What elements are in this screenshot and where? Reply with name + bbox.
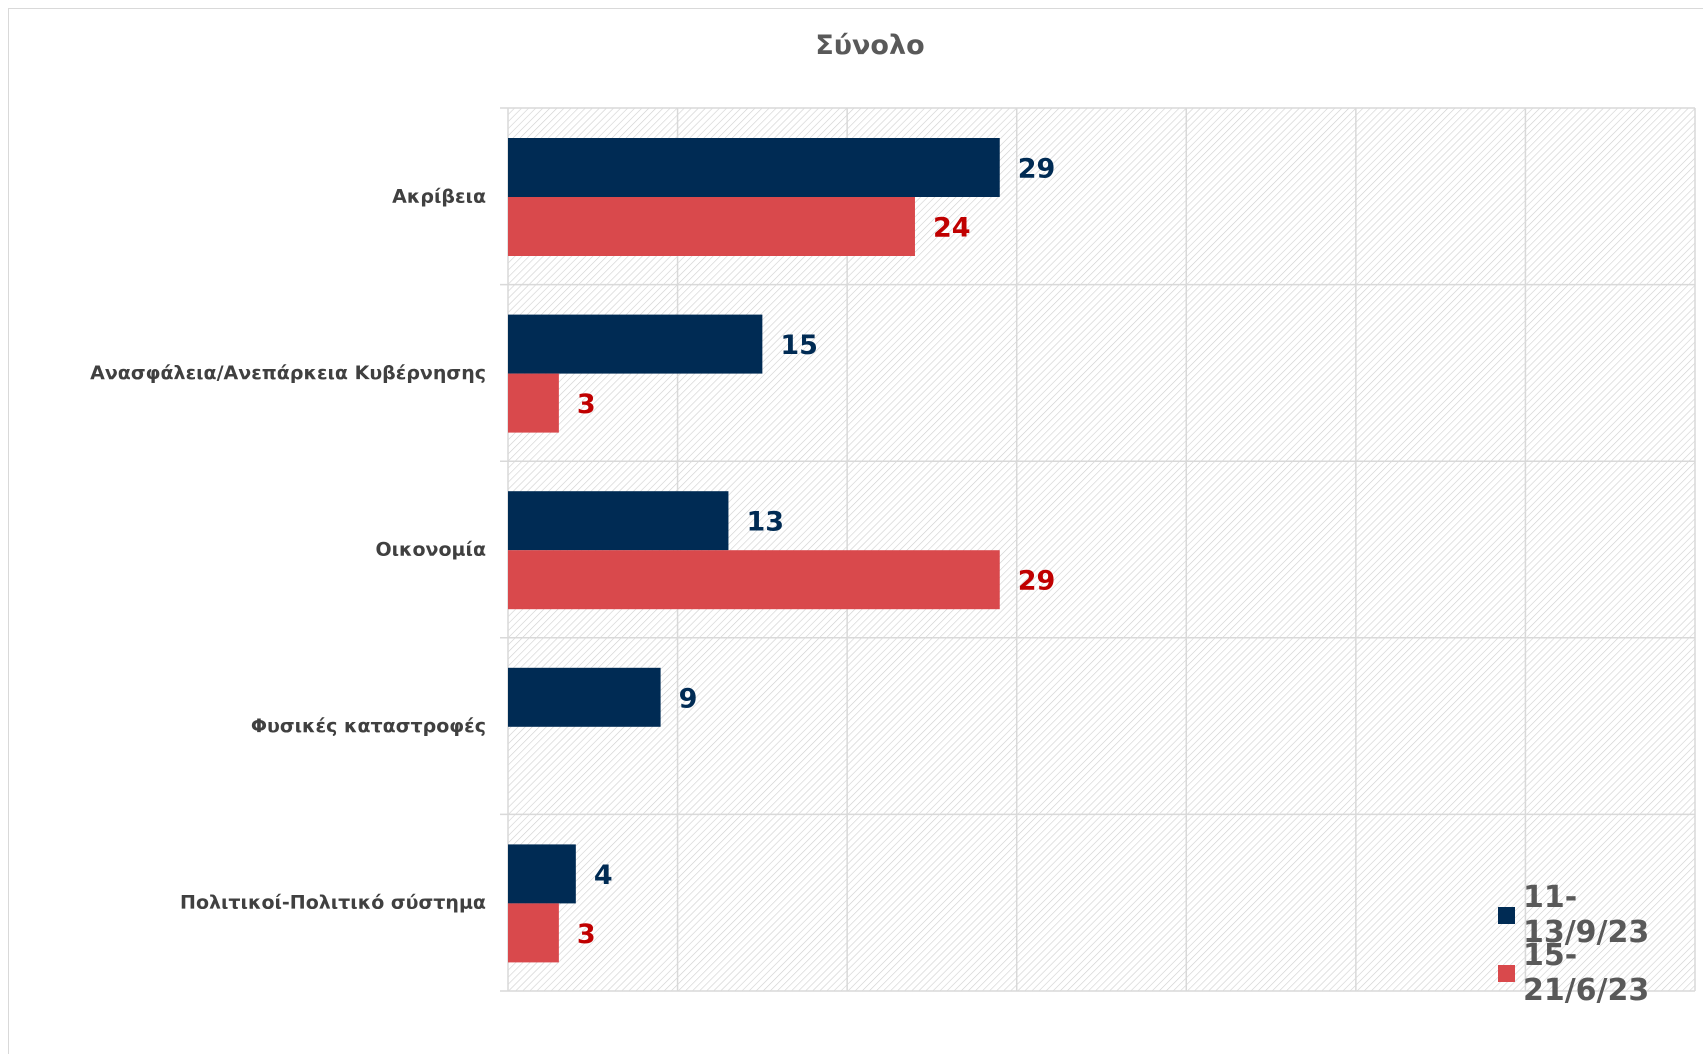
legend-label-series-1: 11-13/9/23 xyxy=(1522,880,1650,950)
bar-series-2 xyxy=(508,550,1000,610)
bar-series-1 xyxy=(508,491,729,551)
data-label-series-1: 9 xyxy=(679,683,698,714)
data-label-series-1: 15 xyxy=(780,330,818,361)
bar-series-1 xyxy=(508,844,576,904)
data-label-series-2: 3 xyxy=(577,919,596,950)
legend-swatch-series-2 xyxy=(1498,964,1515,982)
chart-title: Σύνολο xyxy=(815,30,925,61)
category-label: Ακρίβεια xyxy=(392,185,486,207)
bar-series-2 xyxy=(508,903,559,963)
category-label: Πολιτικοί-Πολιτικό σύστημα xyxy=(180,892,486,914)
bar-series-1 xyxy=(508,138,1000,197)
bar-series-2 xyxy=(508,197,915,256)
data-label-series-2: 24 xyxy=(933,213,971,244)
data-label-series-1: 13 xyxy=(746,507,784,538)
legend-label-series-2: 15-21/6/23 xyxy=(1522,938,1650,1008)
data-label-series-1: 29 xyxy=(1018,154,1056,185)
category-label: Ανασφάλεια/Ανεπάρκεια Κυβέρνησης xyxy=(90,362,486,384)
bar-series-1 xyxy=(508,667,661,727)
bar-series-1 xyxy=(508,314,763,374)
chart-frame xyxy=(8,8,1703,1054)
legend-item-series-2: 15-21/6/23 xyxy=(1498,938,1703,1008)
chart-legend: 11-13/9/23 15-21/6/23 xyxy=(1498,880,1703,1008)
legend-item-series-1: 11-13/9/23 xyxy=(1498,880,1703,950)
data-label-series-2: 3 xyxy=(577,389,596,420)
category-label: Φυσικές καταστροφές xyxy=(251,715,486,737)
bar-series-2 xyxy=(508,373,559,433)
category-label: Οικονομία xyxy=(375,539,486,561)
data-label-series-2: 29 xyxy=(1018,566,1056,597)
data-label-series-1: 4 xyxy=(594,860,613,891)
legend-swatch-series-1 xyxy=(1498,906,1515,924)
